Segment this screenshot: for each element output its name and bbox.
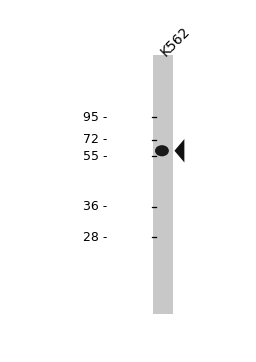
Text: 55 -: 55 - <box>83 150 108 163</box>
Text: K562: K562 <box>158 24 193 59</box>
Ellipse shape <box>155 145 169 156</box>
Text: 95 -: 95 - <box>83 111 108 124</box>
Text: 28 -: 28 - <box>83 231 108 244</box>
Polygon shape <box>174 139 184 163</box>
Text: 72 -: 72 - <box>83 133 108 146</box>
Bar <box>153 55 173 314</box>
Text: 36 -: 36 - <box>83 200 108 213</box>
